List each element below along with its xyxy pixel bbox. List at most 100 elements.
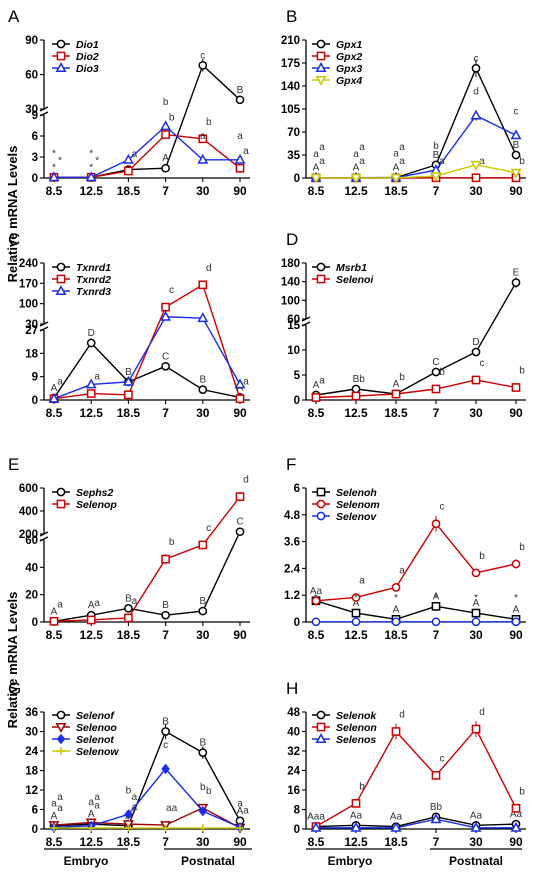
data-label: A [51,606,58,617]
y-tick-label: 0 [294,173,300,185]
data-label: B [125,367,132,378]
data-label: * [354,593,358,604]
data-label: c [514,106,519,117]
y-tick-label: 24 [287,766,300,778]
data-point [431,384,441,394]
y-tick-label: 48 [287,707,300,719]
data-label: d [399,710,405,721]
data-label: c [474,53,479,64]
y-tick-label: 40 [287,727,300,739]
panel-letter: E [8,455,19,474]
data-label: b [359,374,365,385]
data-label: a [479,156,485,167]
y-tick-label: 18 [25,348,38,360]
legend-marker [316,487,326,497]
data-point [85,378,97,389]
data-label: D [88,328,95,339]
series-line [53,341,241,399]
data-label: a [88,797,94,808]
legend-marker [55,62,67,72]
data-label: b [519,156,525,167]
series-line [54,125,240,179]
data-label: * [89,148,93,159]
y-tick-label: 70 [287,127,300,139]
series-line [316,114,517,179]
data-point [198,60,208,70]
x-tick-label: 8.5 [308,184,325,198]
data-label: A [393,604,400,615]
y-tick-label: 20 [25,590,38,602]
x-tick-label: 18.5 [384,406,408,420]
legend-label: Dio3 [76,63,99,75]
data-label: * [52,162,56,173]
data-point [49,616,59,626]
x-tick-label: 12.5 [344,406,368,420]
legend-label: Gpx1 [336,39,362,51]
x-tick-label: 12.5 [80,835,104,849]
data-point [391,389,401,399]
data-label: a [57,377,63,388]
data-point [198,805,208,817]
y-tick-label: 140 [281,277,300,289]
y-tick-label: 2.4 [284,563,301,575]
data-label: A [433,591,440,602]
data-label: C [162,351,169,362]
legend-label: Selenop [76,499,117,511]
series-line [316,164,517,179]
data-point [198,748,208,757]
y-tick-label: 5 [294,370,301,382]
y-tick-label: 90 [25,35,38,47]
legend-marker [56,733,66,745]
data-label: a [399,142,405,153]
legend-marker [55,723,67,733]
data-point [310,173,322,184]
y-tick-label: 210 [281,35,300,47]
data-label: a [200,131,206,142]
x-tick-label: 90 [233,406,247,420]
data-label: B [125,593,132,604]
x-tick-label: 8.5 [308,628,325,642]
data-label: c [163,740,168,751]
data-point [124,824,132,832]
data-point [198,606,208,616]
x-tick-label: 30 [196,406,210,420]
data-point [311,393,321,402]
y-tick-label: 9 [32,372,38,384]
y-tick-label: 6 [32,805,38,817]
data-point [471,568,481,578]
group-postnatal-right: Postnatal [449,854,503,868]
y-tick-label: 30 [25,104,38,116]
legend-marker [316,499,326,509]
data-point [390,173,402,184]
data-label: * [474,593,478,604]
legend-marker [56,39,66,49]
data-point [86,615,96,625]
series-line [54,133,241,179]
x-tick-label: 18.5 [117,835,141,849]
series-txnrd3 [48,310,246,403]
data-point [311,596,321,606]
data-point [511,383,521,392]
data-point [236,824,244,832]
data-point [160,120,172,131]
panel-letter: G [8,679,21,698]
series-selenop: a a a b c d [49,475,249,626]
data-point [350,173,362,184]
legend-marker [316,511,326,521]
series-line [53,767,241,829]
data-label: a [57,803,63,814]
y-tick-label: 0 [32,824,38,836]
series-line [53,807,241,829]
data-point [197,312,209,323]
y-tick-label: 0 [32,395,38,407]
legend-marker [56,487,66,497]
data-label: A [88,809,95,820]
series-line [315,282,517,396]
y-axis-label-bottom: Relative mRNA Levels [5,592,20,729]
legend-marker [315,62,327,72]
data-point [48,171,60,182]
x-tick-label: 30 [196,184,210,198]
panel-G: G0612182430368.512.518.573090AAABBAaaaaa… [8,679,250,849]
y-tick-label: 8 [294,805,301,817]
